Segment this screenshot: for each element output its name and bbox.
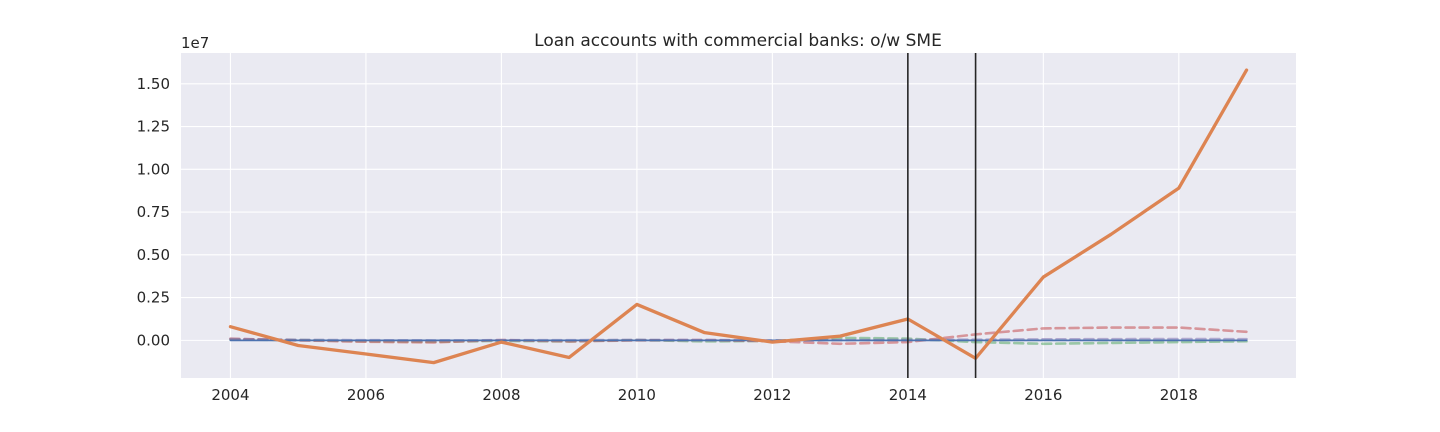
x-tick-label: 2006	[347, 386, 385, 404]
y-tick-label: 0.50	[137, 246, 170, 264]
series-line-5	[228, 68, 1249, 365]
y-tick-label: 0.25	[137, 289, 170, 307]
y-offset-label: 1e7	[181, 34, 209, 52]
x-tick-label: 2010	[618, 386, 656, 404]
x-tick-label: 2012	[753, 386, 791, 404]
y-tick-label: 0.00	[137, 331, 170, 349]
series-lines	[228, 68, 1249, 365]
x-tick-label: 2004	[211, 386, 249, 404]
x-tick-label: 2016	[1024, 386, 1062, 404]
y-tick-label: 1.50	[137, 75, 170, 93]
chart-title: Loan accounts with commercial banks: o/w…	[534, 31, 942, 51]
x-tick-label: 2014	[889, 386, 927, 404]
y-tick-label: 0.75	[137, 203, 170, 221]
x-tick-label: 2008	[482, 386, 520, 404]
plot-background	[181, 53, 1296, 378]
y-tick-label: 1.25	[137, 118, 170, 136]
reference-lines	[907, 53, 977, 378]
x-tick-label: 2018	[1160, 386, 1198, 404]
y-tick-label: 1.00	[137, 160, 170, 178]
tick-labels: 2004 2006 2008 2010 2012 2014 2016 2018 0.00 0.25…	[137, 75, 1198, 404]
